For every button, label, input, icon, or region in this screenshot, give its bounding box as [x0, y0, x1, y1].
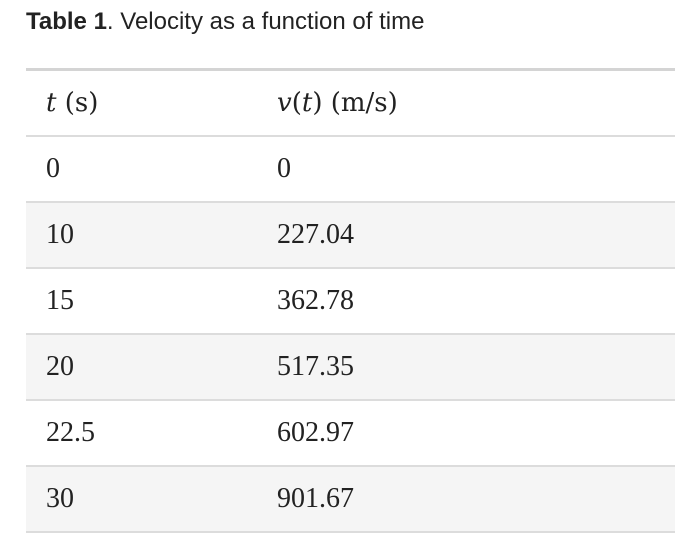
header-time-variable: t: [46, 88, 57, 118]
cell-time: 10: [26, 202, 257, 269]
cell-time: 30: [26, 466, 257, 533]
cell-velocity: 602.97: [257, 400, 675, 467]
cell-velocity: 0: [257, 136, 675, 203]
header-time-unit: (s): [56, 88, 99, 118]
cell-velocity: 517.35: [257, 334, 675, 401]
table-caption-text: . Velocity as a function of time: [106, 8, 425, 35]
cell-time: 20: [26, 334, 257, 401]
header-velocity-unit: ) (m/s): [312, 88, 398, 118]
table-row: 22.5 602.97: [26, 400, 675, 467]
velocity-table-container: t (s) v(t) (m/s) 0 0 10 227.04 15 362.78…: [26, 68, 675, 533]
table-caption: Table 1. Velocity as a function of time: [26, 8, 424, 36]
table-row: 30 901.67: [26, 466, 675, 533]
table-row: 15 362.78: [26, 268, 675, 335]
table-row: 10 227.04: [26, 202, 675, 269]
header-row: t (s) v(t) (m/s): [26, 69, 675, 137]
cell-time: 0: [26, 136, 257, 203]
velocity-table: t (s) v(t) (m/s) 0 0 10 227.04 15 362.78…: [26, 68, 675, 533]
header-velocity-argument: t: [301, 88, 313, 118]
header-time: t (s): [26, 69, 257, 137]
cell-time: 15: [26, 268, 257, 335]
cell-velocity: 362.78: [257, 268, 675, 335]
table-body: 0 0 10 227.04 15 362.78 20 517.35 22.5 6…: [26, 136, 675, 533]
cell-time: 22.5: [26, 400, 257, 467]
table-caption-label: Table 1: [26, 8, 107, 35]
cell-velocity: 901.67: [257, 466, 675, 533]
header-velocity-open-paren: (: [291, 88, 302, 118]
header-velocity-function: v: [277, 88, 292, 118]
table-header: t (s) v(t) (m/s): [26, 69, 675, 137]
cell-velocity: 227.04: [257, 202, 675, 269]
table-row: 20 517.35: [26, 334, 675, 401]
header-velocity: v(t) (m/s): [257, 69, 675, 137]
table-row: 0 0: [26, 136, 675, 203]
